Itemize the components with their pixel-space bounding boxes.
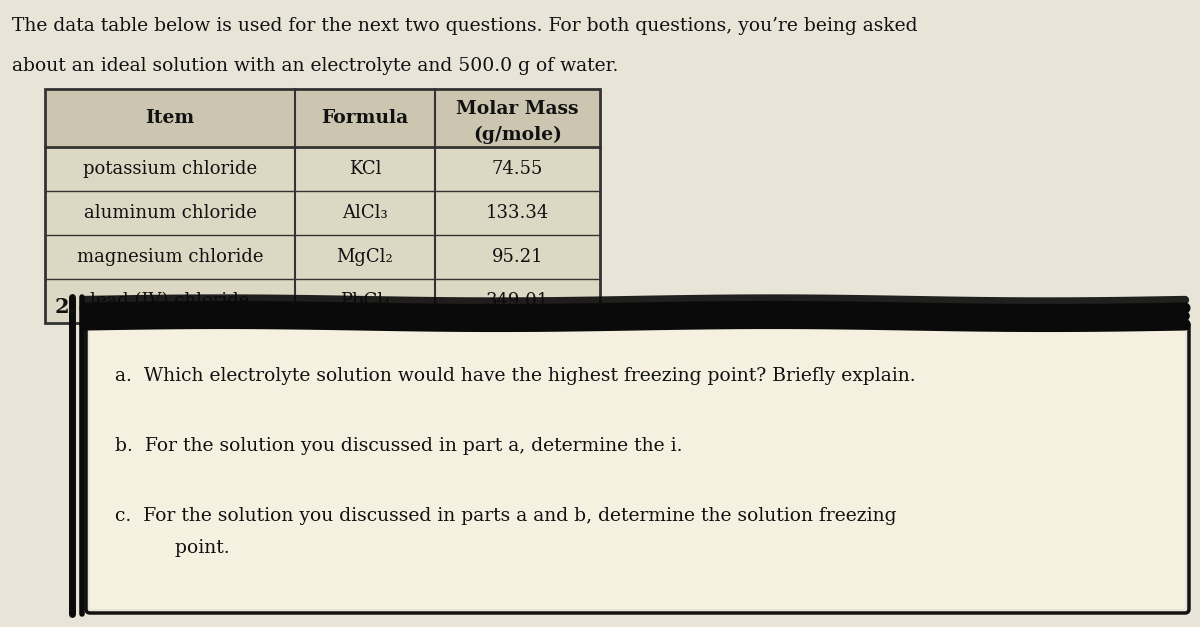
- Text: KCl: KCl: [349, 160, 382, 178]
- Text: 133.34: 133.34: [486, 204, 550, 222]
- Text: point.: point.: [145, 539, 229, 557]
- Text: AlCl₃: AlCl₃: [342, 204, 388, 222]
- Text: MgCl₂: MgCl₂: [337, 248, 394, 266]
- Bar: [46, 89, 600, 323]
- Text: 74.55: 74.55: [492, 160, 544, 178]
- Bar: [46, 89, 600, 323]
- Text: The data table below is used for the next two questions. For both questions, you: The data table below is used for the nex…: [12, 17, 918, 35]
- Text: a.  Which electrolyte solution would have the highest freezing point? Briefly ex: a. Which electrolyte solution would have…: [115, 367, 916, 385]
- Text: 2.: 2.: [55, 297, 77, 317]
- Text: b.  For the solution you discussed in part a, determine the i.: b. For the solution you discussed in par…: [115, 437, 683, 455]
- Text: 349.01: 349.01: [486, 292, 550, 310]
- Text: magnesium chloride: magnesium chloride: [77, 248, 263, 266]
- Text: (g/mole): (g/mole): [473, 126, 562, 144]
- Text: potassium chloride: potassium chloride: [83, 160, 257, 178]
- Text: Item: Item: [145, 109, 194, 127]
- Text: PbCl₄: PbCl₄: [340, 292, 390, 310]
- Bar: [90, 325, 1186, 609]
- Text: aluminum chloride: aluminum chloride: [84, 204, 257, 222]
- Bar: [46, 89, 600, 147]
- Text: Molar Mass: Molar Mass: [456, 100, 578, 118]
- Text: Formula: Formula: [322, 109, 408, 127]
- Text: lead (IV) chloride: lead (IV) chloride: [90, 292, 250, 310]
- Text: c.  For the solution you discussed in parts a and b, determine the solution free: c. For the solution you discussed in par…: [115, 507, 896, 525]
- Text: 95.21: 95.21: [492, 248, 544, 266]
- Text: about an ideal solution with an electrolyte and 500.0 g of water.: about an ideal solution with an electrol…: [12, 57, 618, 75]
